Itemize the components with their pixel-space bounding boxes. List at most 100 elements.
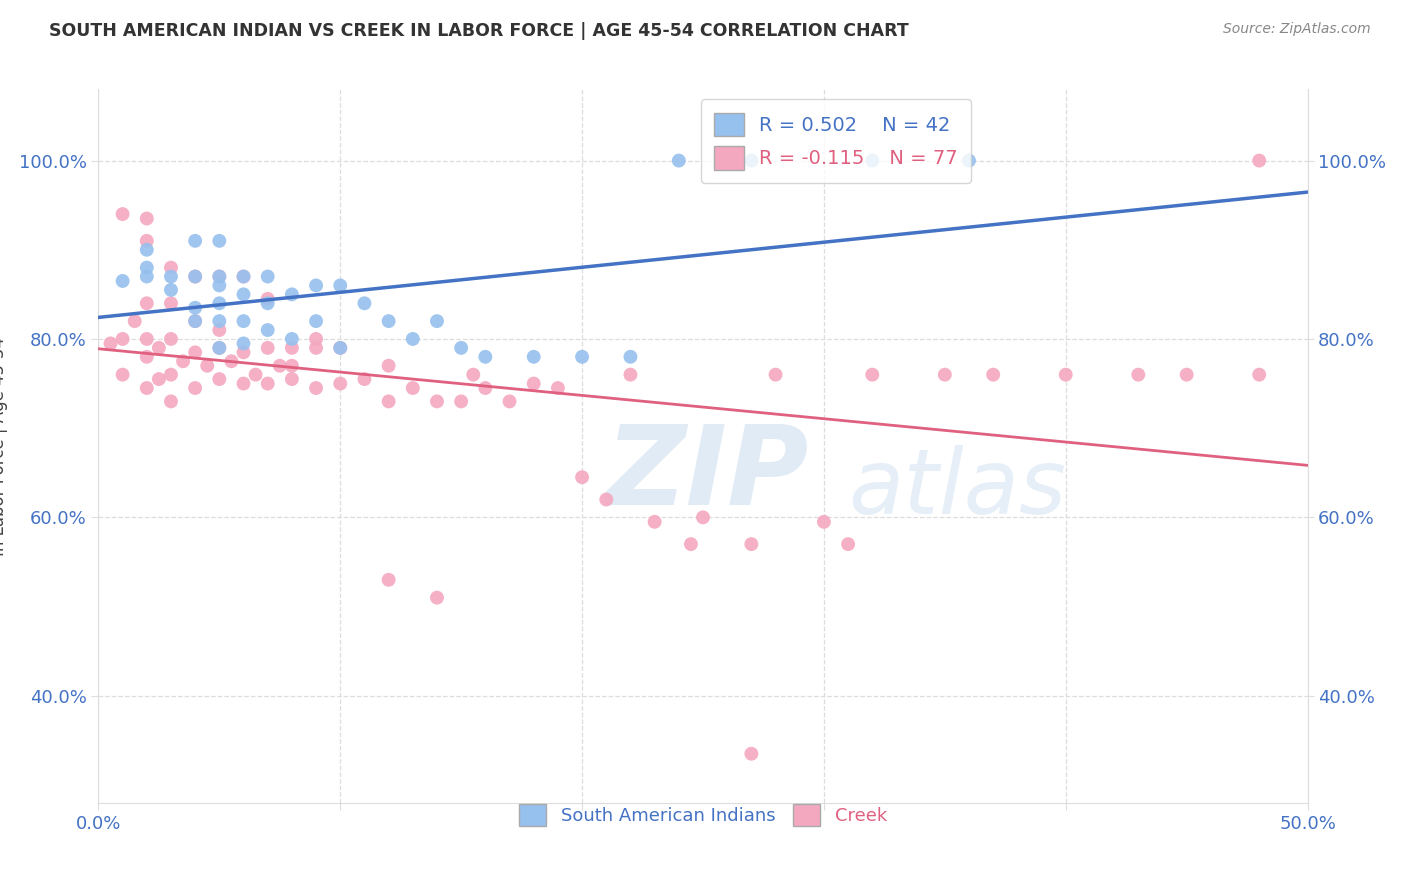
Point	[305, 332, 328, 346]
Text: atlas: atlas	[848, 445, 1066, 533]
Text: Source: ZipAtlas.com: Source: ZipAtlas.com	[1223, 22, 1371, 37]
Point	[195, 359, 218, 373]
Text: SOUTH AMERICAN INDIAN VS CREEK IN LABOR FORCE | AGE 45-54 CORRELATION CHART: SOUTH AMERICAN INDIAN VS CREEK IN LABOR …	[49, 22, 908, 40]
Point	[256, 323, 278, 337]
Point	[402, 332, 425, 346]
Point	[256, 269, 278, 284]
Point	[474, 381, 496, 395]
Point	[124, 314, 146, 328]
Point	[281, 332, 304, 346]
Point	[281, 372, 304, 386]
Point	[740, 537, 762, 551]
Point	[269, 359, 291, 373]
Point	[402, 381, 425, 395]
Point	[100, 336, 122, 351]
Point	[860, 153, 883, 168]
Point	[450, 341, 472, 355]
Text: ZIP: ZIP	[606, 421, 810, 528]
Point	[135, 243, 157, 257]
Point	[426, 394, 449, 409]
Point	[208, 269, 231, 284]
Point	[619, 368, 641, 382]
Point	[450, 394, 472, 409]
Point	[160, 283, 183, 297]
Point	[208, 234, 231, 248]
Point	[184, 345, 207, 359]
Point	[934, 368, 956, 382]
Point	[463, 368, 485, 382]
Point	[221, 354, 243, 368]
Point	[813, 515, 835, 529]
Point	[208, 323, 231, 337]
Point	[160, 269, 183, 284]
Point	[329, 341, 352, 355]
Point	[1249, 153, 1271, 168]
Point	[305, 341, 328, 355]
Point	[232, 287, 254, 301]
Point	[619, 350, 641, 364]
Point	[184, 381, 207, 395]
Point	[1175, 368, 1198, 382]
Point	[426, 314, 449, 328]
Point	[256, 296, 278, 310]
Point	[571, 350, 593, 364]
Point	[135, 269, 157, 284]
Point	[208, 314, 231, 328]
Point	[111, 207, 134, 221]
Point	[353, 296, 375, 310]
Point	[135, 296, 157, 310]
Point	[111, 332, 134, 346]
Point	[523, 350, 546, 364]
Point	[281, 341, 304, 355]
Point	[184, 314, 207, 328]
Point	[571, 470, 593, 484]
Point	[305, 278, 328, 293]
Point	[740, 747, 762, 761]
Point	[668, 153, 690, 168]
Point	[148, 341, 170, 355]
Point	[184, 301, 207, 315]
Point	[281, 359, 304, 373]
Point	[135, 234, 157, 248]
Point	[256, 341, 278, 355]
Point	[160, 260, 183, 275]
Point	[148, 372, 170, 386]
Point	[232, 376, 254, 391]
Point	[1249, 368, 1271, 382]
Point	[644, 515, 666, 529]
Point	[305, 314, 328, 328]
Point	[232, 314, 254, 328]
Point	[329, 376, 352, 391]
Point	[160, 296, 183, 310]
Point	[1128, 368, 1150, 382]
Point	[329, 278, 352, 293]
Point	[160, 368, 183, 382]
Point	[740, 153, 762, 168]
Point	[281, 287, 304, 301]
Point	[232, 336, 254, 351]
Point	[547, 381, 569, 395]
Point	[184, 269, 207, 284]
Point	[245, 368, 267, 382]
Point	[353, 372, 375, 386]
Point	[692, 510, 714, 524]
Point	[184, 314, 207, 328]
Point	[679, 537, 702, 551]
Point	[208, 341, 231, 355]
Point	[1054, 368, 1077, 382]
Point	[377, 314, 399, 328]
Point	[208, 269, 231, 284]
Point	[232, 269, 254, 284]
Point	[377, 394, 399, 409]
Point	[111, 274, 134, 288]
Point	[135, 211, 157, 226]
Point	[256, 292, 278, 306]
Point	[135, 350, 157, 364]
Point	[305, 381, 328, 395]
Point	[208, 341, 231, 355]
Point	[135, 260, 157, 275]
Point	[208, 296, 231, 310]
Point	[860, 368, 883, 382]
Legend: South American Indians, Creek: South American Indians, Creek	[512, 797, 894, 833]
Point	[377, 359, 399, 373]
